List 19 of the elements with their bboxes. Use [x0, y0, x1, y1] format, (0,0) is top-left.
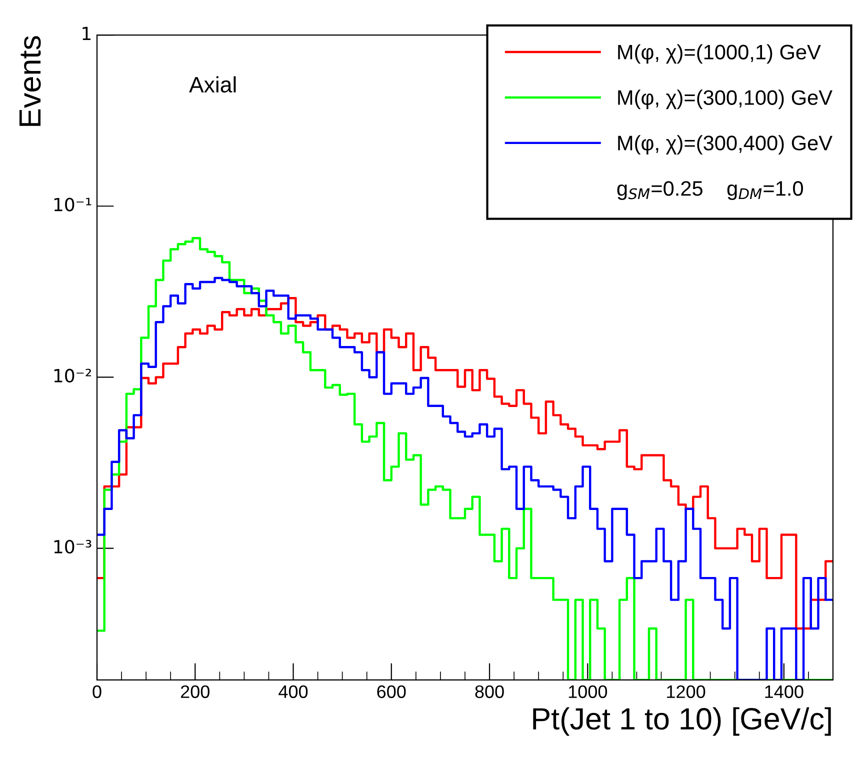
x-tick-label: 400: [278, 685, 308, 698]
y-tick-label: 10⁻³: [54, 540, 92, 554]
x-tick-label: 600: [377, 685, 406, 698]
y-tick-label: 10⁻²: [54, 368, 92, 382]
x-axis-title: Pt(Jet 1 to 10) [GeV/c]: [533, 707, 831, 736]
legend-label: M(φ, χ)=(1000,1) GeV: [618, 44, 821, 64]
x-tick-label: 800: [475, 685, 504, 698]
x-tick-label: 0: [92, 685, 102, 698]
legend-label: M(φ, χ)=(300,400) GeV: [618, 135, 832, 155]
legend-label: M(φ, χ)=(300,100) GeV: [618, 90, 832, 110]
annotation: g$_{SM}$=0.25 g$_{DM}$=1.0: [617, 181, 803, 200]
annotation: Axial: [189, 76, 236, 93]
x-tick-label: 1200: [667, 685, 706, 698]
x-tick-label: 200: [180, 685, 210, 698]
y-tick-label: 10⁻¹: [54, 198, 92, 212]
y-axis-title: Events: [19, 36, 41, 126]
y-tick-label: 1: [82, 26, 90, 40]
x-tick-label: 1400: [765, 685, 804, 698]
x-tick-label: 1000: [568, 685, 608, 698]
